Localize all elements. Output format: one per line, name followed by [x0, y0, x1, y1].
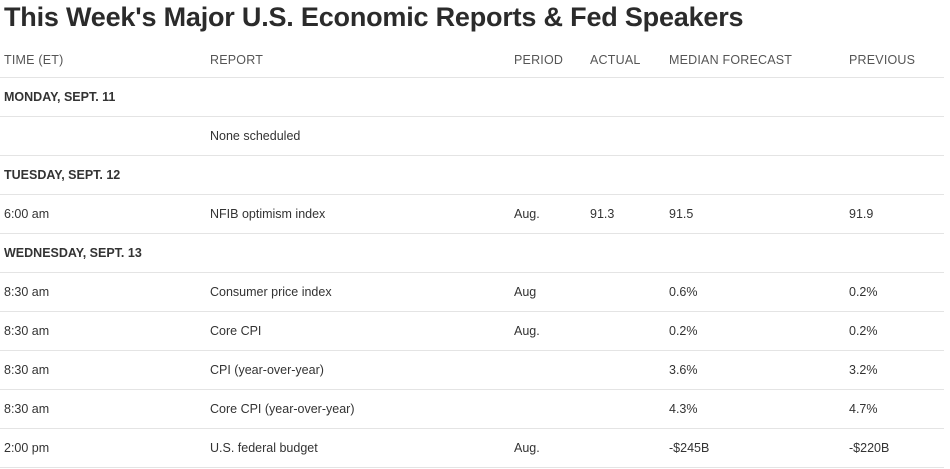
cell-report: U.S. federal budget: [206, 428, 510, 468]
cell-previous: 91.9: [845, 194, 944, 234]
cell-previous: 0.2%: [845, 311, 944, 351]
cell-previous: 0.2%: [845, 272, 944, 312]
cell-report: Core CPI: [206, 311, 510, 351]
cell-report: NFIB optimism index: [206, 194, 510, 234]
day-header-row: WEDNESDAY, SEPT. 13: [0, 233, 944, 273]
cell-period: [510, 350, 586, 390]
table-row: 8:30 am Core CPI Aug. 0.2% 0.2%: [0, 311, 944, 351]
column-header-median-forecast: MEDIAN FORECAST: [665, 42, 845, 78]
cell-median-forecast: 91.5: [665, 194, 845, 234]
table-row: 6:00 am NFIB optimism index Aug. 91.3 91…: [0, 194, 944, 234]
economic-reports-table: TIME (ET) REPORT PERIOD ACTUAL MEDIAN FO…: [0, 42, 944, 468]
cell-actual: [586, 350, 665, 390]
cell-actual: [586, 116, 665, 156]
table-header-row: TIME (ET) REPORT PERIOD ACTUAL MEDIAN FO…: [0, 42, 944, 78]
cell-time: 2:00 pm: [0, 428, 206, 468]
cell-time: [0, 116, 206, 156]
cell-time: 8:30 am: [0, 272, 206, 312]
table-row: None scheduled: [0, 116, 944, 156]
cell-report: CPI (year-over-year): [206, 350, 510, 390]
column-header-time: TIME (ET): [0, 42, 206, 78]
day-header-row: MONDAY, SEPT. 11: [0, 77, 944, 117]
cell-actual: [586, 311, 665, 351]
cell-actual: 91.3: [586, 194, 665, 234]
cell-period: [510, 116, 586, 156]
table-row: 8:30 am Consumer price index Aug 0.6% 0.…: [0, 272, 944, 312]
cell-median-forecast: 0.6%: [665, 272, 845, 312]
cell-time: 6:00 am: [0, 194, 206, 234]
table-row: 8:30 am Core CPI (year-over-year) 4.3% 4…: [0, 389, 944, 429]
cell-period: Aug: [510, 272, 586, 312]
cell-median-forecast: 3.6%: [665, 350, 845, 390]
cell-previous: [845, 116, 944, 156]
cell-previous: 3.2%: [845, 350, 944, 390]
cell-previous: -$220B: [845, 428, 944, 468]
cell-previous: 4.7%: [845, 389, 944, 429]
cell-actual: [586, 428, 665, 468]
cell-time: 8:30 am: [0, 389, 206, 429]
day-header-row: TUESDAY, SEPT. 12: [0, 155, 944, 195]
table-row: 8:30 am CPI (year-over-year) 3.6% 3.2%: [0, 350, 944, 390]
column-header-period: PERIOD: [510, 42, 586, 78]
cell-period: Aug.: [510, 428, 586, 468]
cell-median-forecast: -$245B: [665, 428, 845, 468]
cell-period: Aug.: [510, 311, 586, 351]
column-header-previous: PREVIOUS: [845, 42, 944, 78]
cell-period: [510, 389, 586, 429]
page-title: This Week's Major U.S. Economic Reports …: [4, 2, 744, 32]
cell-median-forecast: 4.3%: [665, 389, 845, 429]
cell-actual: [586, 272, 665, 312]
cell-report: Consumer price index: [206, 272, 510, 312]
cell-report: Core CPI (year-over-year): [206, 389, 510, 429]
table-row: 2:00 pm U.S. federal budget Aug. -$245B …: [0, 428, 944, 468]
column-header-actual: ACTUAL: [586, 42, 665, 78]
column-header-report: REPORT: [206, 42, 510, 78]
cell-time: 8:30 am: [0, 350, 206, 390]
cell-report: None scheduled: [206, 116, 510, 156]
cell-median-forecast: [665, 116, 845, 156]
cell-period: Aug.: [510, 194, 586, 234]
day-label: TUESDAY, SEPT. 12: [0, 155, 944, 195]
day-label: WEDNESDAY, SEPT. 13: [0, 233, 944, 273]
cell-time: 8:30 am: [0, 311, 206, 351]
cell-median-forecast: 0.2%: [665, 311, 845, 351]
cell-actual: [586, 389, 665, 429]
day-label: MONDAY, SEPT. 11: [0, 77, 944, 117]
